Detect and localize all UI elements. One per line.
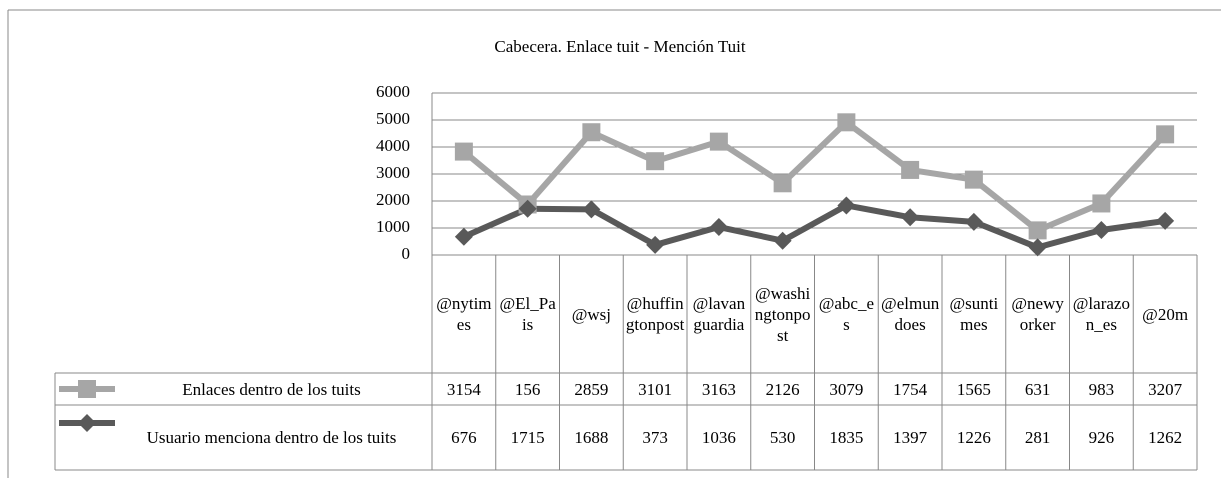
series-marker — [646, 235, 665, 254]
series-marker — [582, 200, 601, 219]
table-value: 3207 — [1148, 379, 1183, 399]
y-tick-label: 4000 — [376, 136, 410, 155]
table-value: 1262 — [1148, 428, 1183, 447]
series-marker — [837, 196, 856, 215]
series-marker — [901, 208, 920, 227]
table-value: 156 — [514, 379, 541, 399]
x-tick-label: @20m — [1142, 304, 1189, 324]
x-tick-label: @nytimes — [436, 294, 492, 334]
y-tick-label: 6000 — [376, 82, 410, 101]
table-value: 676 — [451, 428, 477, 447]
x-tick-label: @huffingtonpost — [625, 294, 685, 334]
y-tick-label: 2000 — [376, 190, 410, 209]
series-marker — [709, 218, 728, 237]
x-tick-label: @suntimes — [949, 294, 999, 334]
table-value: 373 — [642, 428, 668, 447]
series-marker — [773, 174, 792, 193]
series-marker — [646, 152, 665, 171]
x-tick-label: @lavanguardia — [692, 294, 746, 334]
series-line — [461, 119, 1168, 234]
table-value: 1688 — [574, 428, 609, 447]
series-marker — [709, 132, 728, 151]
table-value: 1835 — [829, 428, 864, 447]
table-value: 983 — [1088, 379, 1115, 399]
table-value: 1226 — [956, 428, 991, 447]
table-value: 3101 — [638, 379, 673, 399]
table-value: 2859 — [574, 379, 609, 399]
y-tick-label: 0 — [402, 244, 411, 263]
table-value: 3163 — [701, 379, 736, 399]
table-value: 631 — [1024, 379, 1051, 399]
table-value: 926 — [1088, 428, 1115, 447]
series-marker — [1092, 194, 1111, 213]
series-marker — [518, 199, 537, 218]
legend-marker — [78, 380, 96, 398]
series-marker — [964, 212, 983, 231]
table-value: 530 — [769, 428, 796, 447]
table-value: 3154 — [446, 379, 481, 399]
x-tick-label: @El_Pais — [499, 294, 556, 334]
y-tick-label: 5000 — [376, 109, 410, 128]
series-marker — [773, 231, 792, 250]
series-marker — [837, 113, 856, 132]
series-marker — [1156, 211, 1175, 230]
legend-marker — [78, 414, 96, 432]
table-value: 281 — [1024, 428, 1051, 447]
x-tick-label: @wsj — [571, 304, 612, 324]
x-tick-label: @larazon_es — [1072, 294, 1130, 334]
table-value: 2126 — [765, 379, 800, 399]
table-value: 1565 — [956, 379, 991, 399]
chart-title: Cabecera. Enlace tuit - Mención Tuit — [494, 37, 745, 56]
table-value: 1754 — [893, 379, 928, 399]
x-tick-label: @newyorker — [1011, 294, 1064, 334]
x-tick-label: @abc_es — [818, 294, 875, 334]
series-marker — [582, 123, 601, 142]
y-tick-label: 1000 — [376, 217, 410, 236]
table-value: 1397 — [893, 428, 928, 447]
series-marker — [964, 170, 983, 189]
y-tick-label: 3000 — [376, 163, 410, 182]
legend-label: Enlaces dentro de los tuits — [182, 379, 361, 399]
x-tick-label: @washingtonpost — [754, 283, 811, 345]
series-marker — [1156, 125, 1175, 144]
legend-label: Usuario menciona dentro de los tuits — [146, 428, 397, 447]
series-line — [462, 202, 1166, 251]
table-value: 1715 — [510, 428, 545, 447]
series-marker — [1028, 238, 1047, 257]
series-marker — [901, 160, 920, 179]
series-marker — [1028, 221, 1047, 240]
series-marker — [454, 227, 473, 246]
series-marker — [1092, 220, 1111, 239]
table-value: 1036 — [701, 428, 736, 447]
table-value: 3079 — [829, 379, 864, 399]
x-tick-label: @elmundoes — [881, 294, 940, 334]
series-marker — [454, 142, 473, 161]
